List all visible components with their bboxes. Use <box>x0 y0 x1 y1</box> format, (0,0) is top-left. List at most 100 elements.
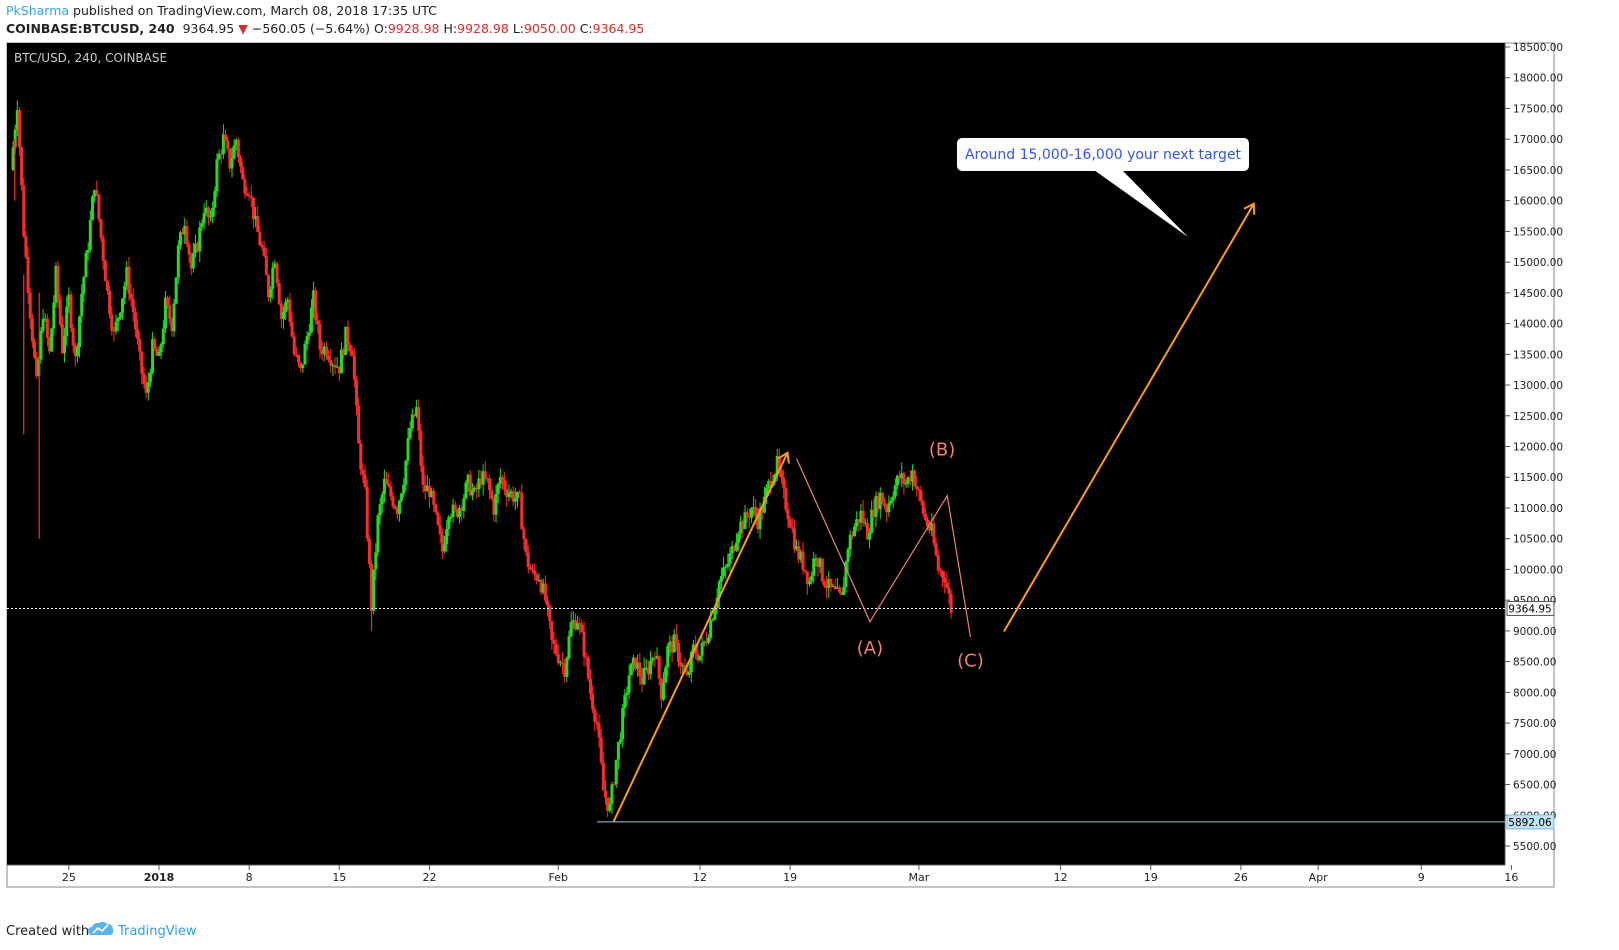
candle-body <box>500 477 504 481</box>
candle-body <box>41 319 45 331</box>
candle-body <box>775 455 779 475</box>
candle-body <box>664 667 668 683</box>
candle-body <box>88 220 92 251</box>
candle-body <box>333 365 337 368</box>
candle-body <box>820 558 824 582</box>
candle-body <box>619 739 623 742</box>
candle-body <box>116 317 120 322</box>
price-tick-label: 16000.00 <box>1513 196 1563 208</box>
candle-body <box>674 634 678 643</box>
candle-body <box>56 266 60 300</box>
candle-body <box>176 245 180 278</box>
candle-body <box>307 332 311 336</box>
candle-body <box>142 373 146 385</box>
candle-body <box>273 263 277 268</box>
tradingview-link[interactable]: TradingView <box>118 924 197 939</box>
candle-body <box>161 328 165 345</box>
candle-body <box>191 252 195 269</box>
candle-body <box>692 644 696 653</box>
candle-body <box>880 492 884 504</box>
candle-body <box>747 516 751 518</box>
candle-body <box>52 302 56 329</box>
candle-body <box>282 312 286 320</box>
candle-body <box>541 583 545 593</box>
candle-body <box>427 485 431 497</box>
candle-body <box>625 692 629 696</box>
candle-body <box>799 551 803 560</box>
target-arrows[interactable] <box>612 202 1256 822</box>
candle-body <box>913 470 917 486</box>
candle-body <box>183 225 187 235</box>
candle-body <box>303 344 307 365</box>
candle-body <box>271 267 275 289</box>
candle-body <box>700 643 704 656</box>
candle-body <box>63 336 67 354</box>
candle-body <box>226 140 230 149</box>
candle-body <box>425 485 429 492</box>
candle-body <box>511 491 515 502</box>
candle-body <box>477 478 481 490</box>
time-tick-label: 22 <box>422 871 436 884</box>
publish-text: published on TradingView.com, March 08, … <box>69 3 437 18</box>
support-price-tag-text: 5892.06 <box>1508 817 1552 829</box>
candle-body <box>945 582 949 588</box>
candle-body <box>455 509 459 517</box>
candle-body <box>279 304 283 320</box>
candle-body <box>649 660 653 675</box>
candle-body <box>595 721 599 724</box>
candle-body <box>232 145 236 159</box>
candle-body <box>236 139 240 158</box>
candle-body <box>698 655 702 661</box>
candle-body <box>816 558 820 567</box>
candle-body <box>604 790 608 798</box>
candle-body <box>861 510 865 523</box>
candle-body <box>378 504 382 516</box>
price-tick-label: 15000.00 <box>1513 257 1563 269</box>
time-tick-label: 16 <box>1504 871 1518 884</box>
candle-body <box>144 384 148 393</box>
candle-body <box>108 290 112 315</box>
open-value: 9928.98 <box>387 21 440 36</box>
candle-body <box>251 197 255 220</box>
candle-body <box>393 506 397 509</box>
candle-body <box>885 506 889 513</box>
candle-body <box>187 244 191 255</box>
candle-body <box>275 263 279 284</box>
candle-body <box>910 470 914 482</box>
author-link[interactable]: PkSharma <box>6 3 70 18</box>
candle-body <box>75 347 79 357</box>
candle-body <box>876 495 880 509</box>
candle-body <box>840 591 844 595</box>
candle-body <box>749 508 753 518</box>
price-tick-label: 8000.00 <box>1513 687 1556 699</box>
candle-body <box>39 330 43 360</box>
time-axis[interactable]: 25 2018 8 15 22 Feb 12 19 Mar 12 19 26 Apr 9 16 <box>7 864 1518 884</box>
candle-body <box>539 580 543 593</box>
wave-polyline <box>796 458 972 638</box>
candle-body <box>928 526 932 531</box>
candle-body <box>494 493 498 515</box>
candle-body <box>752 506 756 509</box>
candle-body <box>331 365 335 367</box>
candle-body <box>801 551 805 570</box>
candle-body <box>719 575 723 582</box>
candle-body <box>453 504 457 510</box>
target-callout[interactable]: Around 15,000-16,000 your next target <box>957 138 1249 237</box>
candle-body <box>825 586 829 588</box>
candle-body <box>850 534 854 537</box>
candle-body <box>578 623 582 625</box>
candle-body <box>185 225 189 245</box>
candle-body <box>567 636 571 659</box>
candle-body <box>133 312 137 330</box>
created-with-text: Created with <box>6 924 90 939</box>
candle-body <box>889 500 893 504</box>
candle-body <box>277 283 281 305</box>
candle-body <box>917 488 921 491</box>
candle-body <box>855 519 859 527</box>
candle-body <box>653 657 657 659</box>
candle-body <box>211 207 215 217</box>
candle-body <box>492 498 496 515</box>
candle-body <box>146 381 150 393</box>
price-axis[interactable]: 18500.00 18000.00 17500.00 17000.00 16500.00… <box>1504 42 1563 865</box>
